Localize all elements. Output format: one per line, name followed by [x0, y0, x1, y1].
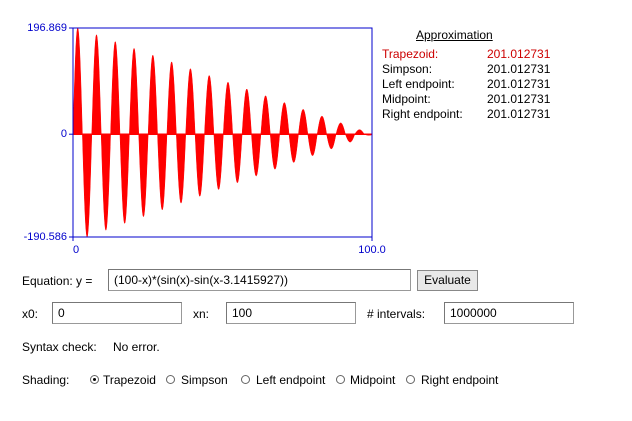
shaded-lobe — [307, 133, 318, 156]
shaded-lobe — [138, 133, 149, 218]
y-tick-label: 196.869 — [27, 22, 67, 34]
approx-method: Right endpoint: — [382, 107, 463, 121]
approx-value: 201.012731 — [487, 107, 551, 121]
shaded-lobe — [110, 40, 121, 135]
approx-method: Left endpoint: — [382, 77, 455, 91]
shaded-lobe — [73, 28, 83, 135]
radio-label[interactable]: Right endpoint — [421, 373, 499, 387]
xn-label: xn: — [193, 307, 210, 321]
shaded-lobe — [260, 95, 271, 135]
radio-button[interactable] — [90, 375, 99, 384]
shaded-lobe — [251, 133, 262, 177]
equation-label: Equation: y = — [22, 274, 93, 288]
shaded-lobe — [335, 122, 346, 135]
shaded-lobe — [232, 133, 243, 184]
approx-method: Simpson: — [382, 62, 433, 76]
shaded-lobe — [269, 133, 280, 170]
shaded-lobe — [82, 133, 93, 237]
plot: 196.869 0 -190.586 0 100.0 — [24, 22, 386, 256]
shaded-lobe — [119, 133, 130, 224]
approx-value: 201.012731 — [487, 47, 551, 61]
radio-label[interactable]: Left endpoint — [256, 373, 326, 387]
shaded-lobe — [241, 88, 252, 135]
y-tick-label: 0 — [61, 128, 67, 140]
shaded-lobe — [345, 133, 356, 143]
radio-button[interactable] — [241, 375, 250, 384]
x0-label: x0: — [22, 307, 39, 321]
curve-area — [73, 28, 372, 237]
equation-input[interactable]: (100-x)*(sin(x)-sin(x-3.1415927)) — [108, 269, 411, 291]
shaded-lobe — [91, 34, 102, 135]
x-tick-label: 100.0 — [358, 244, 386, 256]
radio-button[interactable] — [336, 375, 345, 384]
approx-title: Approximation — [416, 28, 493, 42]
radio-label[interactable]: Trapezoid — [103, 373, 156, 387]
plot-frame — [72, 27, 373, 238]
shaded-lobe — [326, 133, 337, 150]
approx-method: Trapezoid: — [382, 47, 439, 61]
shaded-lobe — [176, 133, 186, 204]
shaded-lobe — [157, 133, 168, 211]
intervals-label: # intervals: — [367, 307, 426, 321]
approx-value: 201.012731 — [487, 77, 551, 91]
shaded-lobe — [288, 133, 299, 163]
shaded-lobe — [129, 47, 140, 135]
shaded-lobe — [100, 133, 111, 231]
shaded-lobe — [213, 133, 224, 190]
radio-button[interactable] — [166, 375, 175, 384]
approx-value: 201.012731 — [487, 92, 551, 106]
radio-button[interactable] — [406, 375, 415, 384]
approx-value: 201.012731 — [487, 62, 551, 76]
syntax-value: No error. — [113, 340, 160, 354]
y-tick-label: -190.586 — [24, 231, 67, 243]
intervals-input[interactable]: 1000000 — [444, 302, 574, 324]
shaded-lobe — [204, 75, 215, 135]
shaded-lobe — [316, 115, 327, 135]
shaded-lobe — [166, 61, 177, 135]
shaded-lobe — [194, 133, 205, 197]
x-tick-label: 0 — [73, 244, 79, 256]
radio-label[interactable]: Simpson — [181, 373, 228, 387]
shaded-lobe — [223, 81, 233, 135]
evaluate-button[interactable]: Evaluate — [417, 270, 478, 291]
shaded-lobe — [298, 109, 309, 135]
syntax-label: Syntax check: — [22, 340, 97, 354]
x0-input[interactable]: 0 — [52, 302, 182, 324]
shaded-lobe — [279, 102, 290, 135]
shaded-lobe — [147, 54, 158, 135]
approx-method: Midpoint: — [382, 92, 431, 106]
shaded-lobe — [185, 68, 196, 135]
shaded-lobe — [354, 129, 365, 135]
shading-label: Shading: — [22, 373, 70, 387]
radio-label[interactable]: Midpoint — [350, 373, 396, 387]
xn-input[interactable]: 100 — [226, 302, 356, 324]
